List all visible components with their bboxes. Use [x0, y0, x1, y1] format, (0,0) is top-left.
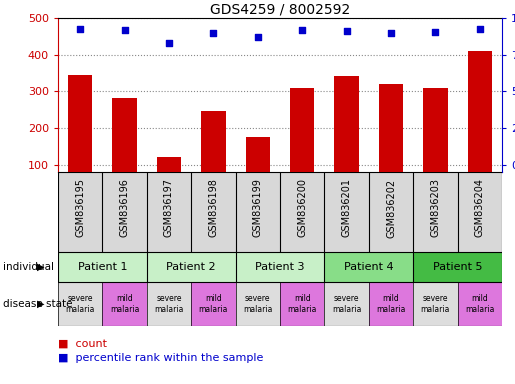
Point: [342, 28, 351, 34]
Bar: [423, 88, 448, 172]
Text: GSM836198: GSM836198: [209, 179, 218, 237]
Text: GSM836200: GSM836200: [297, 179, 307, 237]
Text: severe
malaria: severe malaria: [421, 294, 450, 314]
Text: mild
malaria: mild malaria: [287, 294, 317, 314]
Bar: [157, 157, 181, 172]
Bar: [112, 98, 137, 172]
Text: disease state: disease state: [3, 299, 72, 309]
Text: ■  percentile rank within the sample: ■ percentile rank within the sample: [58, 353, 263, 363]
Text: severe
malaria: severe malaria: [154, 294, 184, 314]
Title: GDS4259 / 8002592: GDS4259 / 8002592: [210, 3, 350, 17]
Bar: [290, 88, 315, 172]
Point: [165, 40, 173, 46]
Bar: [334, 76, 359, 172]
Point: [298, 26, 306, 33]
Text: severe
malaria: severe malaria: [243, 294, 272, 314]
Text: GSM836203: GSM836203: [431, 179, 440, 237]
Bar: [468, 51, 492, 172]
Text: GSM836197: GSM836197: [164, 179, 174, 237]
Text: mild
malaria: mild malaria: [199, 294, 228, 314]
Text: Patient 1: Patient 1: [78, 262, 127, 272]
Text: Patient 5: Patient 5: [433, 262, 483, 272]
Text: Patient 2: Patient 2: [166, 262, 216, 272]
Bar: [379, 84, 403, 172]
Text: ■  count: ■ count: [58, 339, 107, 349]
Text: Patient 3: Patient 3: [255, 262, 305, 272]
Point: [254, 34, 262, 40]
Point: [431, 29, 439, 35]
Text: mild
malaria: mild malaria: [465, 294, 494, 314]
Text: ▶: ▶: [38, 299, 45, 309]
Text: individual: individual: [3, 262, 54, 272]
Bar: [68, 75, 92, 172]
Point: [476, 26, 484, 32]
Text: severe
malaria: severe malaria: [65, 294, 95, 314]
Text: GSM836199: GSM836199: [253, 179, 263, 237]
Bar: [201, 111, 226, 172]
Text: mild
malaria: mild malaria: [110, 294, 139, 314]
Text: mild
malaria: mild malaria: [376, 294, 406, 314]
Text: severe
malaria: severe malaria: [332, 294, 362, 314]
Point: [76, 26, 84, 32]
Text: GSM836202: GSM836202: [386, 179, 396, 238]
Text: GSM836196: GSM836196: [119, 179, 130, 237]
Text: GSM836195: GSM836195: [75, 179, 85, 237]
Text: Patient 4: Patient 4: [344, 262, 393, 272]
Text: GSM836204: GSM836204: [475, 179, 485, 237]
Point: [387, 30, 395, 36]
Text: ▶: ▶: [38, 262, 45, 272]
Bar: [246, 137, 270, 172]
Point: [121, 26, 129, 33]
Point: [209, 30, 217, 36]
Text: GSM836201: GSM836201: [341, 179, 352, 237]
